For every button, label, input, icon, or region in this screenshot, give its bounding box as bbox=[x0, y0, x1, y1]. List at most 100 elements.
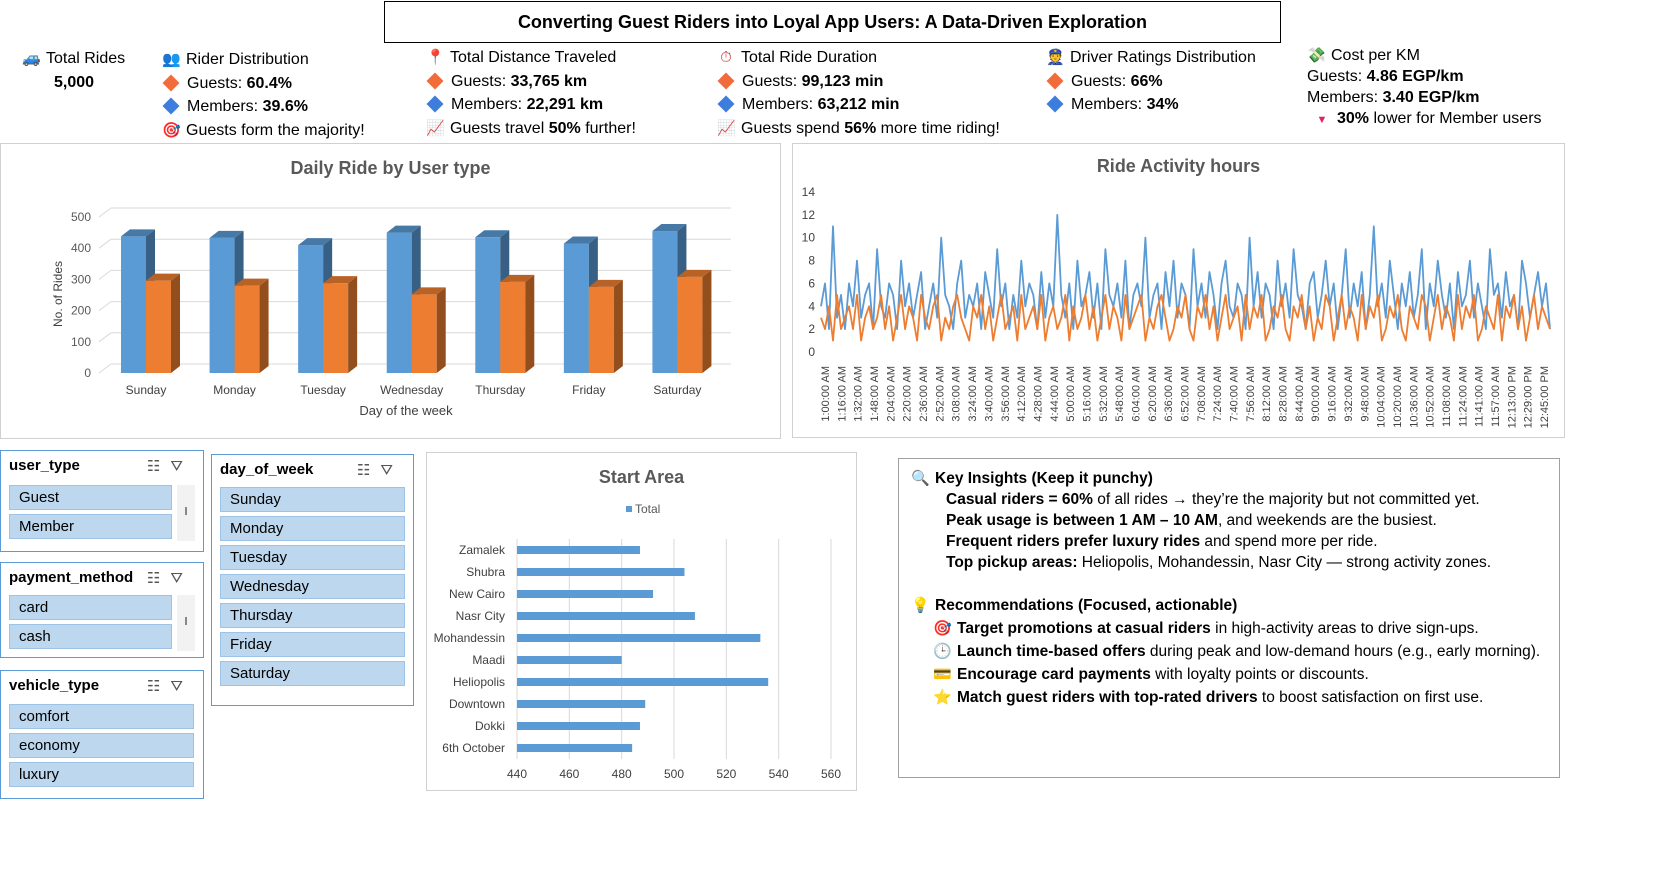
kpi-label: Total Distance Traveled bbox=[450, 49, 617, 66]
start-area-chart-svg: 440 460 480 500 520 540 560 Total Zamalek Shubra N… bbox=[434, 502, 842, 781]
hourly-chart-title: Ride Activity hours bbox=[1096, 156, 1261, 176]
clear-filter-icon[interactable]: ⛛ bbox=[380, 462, 403, 479]
x-tick-label: 9:16:00 AM bbox=[1327, 366, 1339, 422]
insight-bold: Casual riders = 60% bbox=[946, 491, 1093, 508]
clear-filter-icon[interactable]: ⛛ bbox=[170, 570, 193, 587]
x-tick-label: 10:20:00 AM bbox=[1392, 366, 1404, 428]
bar bbox=[517, 546, 640, 554]
slicer-item-member[interactable]: Member bbox=[9, 514, 172, 539]
slicer-item-economy[interactable]: economy bbox=[9, 733, 194, 758]
legend-label: Total bbox=[635, 502, 660, 516]
x-tick-label: 5:32:00 AM bbox=[1098, 366, 1110, 422]
series-line bbox=[820, 293, 1551, 342]
recommendation-item: 🎯 Target promotions at casual riders in h… bbox=[933, 619, 1479, 638]
multi-select-icon[interactable]: ☷ bbox=[356, 462, 381, 479]
x-tick-label: 6:20:00 AM bbox=[1147, 366, 1159, 422]
insight-bold: Frequent riders prefer luxury rides bbox=[946, 533, 1201, 550]
recommendation-item: 💳 Encourage card payments with loyalty po… bbox=[933, 665, 1369, 684]
slicer-item-wednesday[interactable]: Wednesday bbox=[220, 574, 405, 599]
slicer-vehicle-type: vehicle_type ☷⛛ comfort economy luxury bbox=[0, 670, 204, 799]
guest-diamond-icon bbox=[426, 72, 444, 89]
slicer-title: user_type bbox=[9, 457, 80, 474]
x-tick-label: 9:48:00 AM bbox=[1359, 366, 1371, 422]
bar bbox=[517, 656, 622, 664]
y-tick-label: 8 bbox=[808, 254, 815, 268]
bar-top bbox=[234, 278, 269, 286]
pin-icon: 📍 bbox=[426, 49, 445, 66]
insight-text: of all rides → they’re the majority but … bbox=[1092, 491, 1480, 508]
bar-front bbox=[652, 231, 678, 373]
x-tick-label: 2:20:00 AM bbox=[902, 366, 914, 422]
bar-top bbox=[121, 229, 155, 237]
x-tick-label: 8:28:00 AM bbox=[1278, 366, 1290, 422]
kpi-label: Total Ride Duration bbox=[741, 49, 878, 66]
slicer-payment-method: payment_method ☷⛛ card cash bbox=[0, 562, 204, 658]
x-tick-label: 11:08:00 AM bbox=[1441, 366, 1453, 427]
y-tick-label: 4 bbox=[808, 299, 815, 313]
insight-text: , and weekends are the busiest. bbox=[1217, 512, 1437, 529]
y-tick-label: 6 bbox=[808, 276, 815, 290]
x-tick-label: 9:00:00 AM bbox=[1310, 366, 1322, 422]
kpi-note-post: lower for Member users bbox=[1373, 110, 1542, 127]
bar-front bbox=[386, 232, 412, 373]
multi-select-icon[interactable]: ☷ bbox=[146, 458, 171, 475]
slicer-item-comfort[interactable]: comfort bbox=[9, 704, 194, 729]
slicer-item-monday[interactable]: Monday bbox=[220, 516, 405, 541]
y-tick-label: Dokki bbox=[475, 719, 505, 733]
x-tick-label: 11:24:00 AM bbox=[1457, 366, 1469, 427]
slicer-scrollbar[interactable] bbox=[177, 485, 195, 541]
x-tick-label: 12:29:00 PM bbox=[1523, 366, 1535, 428]
guests-label: Guests: bbox=[1071, 72, 1127, 90]
y-tick-label: Downtown bbox=[449, 697, 505, 711]
x-tick-label: 2:04:00 AM bbox=[885, 366, 897, 422]
members-value: 39.6% bbox=[262, 98, 308, 115]
slicer-scrollbar[interactable] bbox=[177, 595, 195, 651]
x-tick-label: Wednesday bbox=[380, 383, 443, 397]
kpi-note-bold: 50% bbox=[548, 119, 581, 137]
slicer-item-friday[interactable]: Friday bbox=[220, 632, 405, 657]
target-icon: 🎯 bbox=[162, 121, 181, 139]
slicer-item-sunday[interactable]: Sunday bbox=[220, 487, 405, 512]
insight-bold: Peak usage is between 1 AM – 10 AM bbox=[946, 512, 1218, 529]
slicer-item-cash[interactable]: cash bbox=[9, 624, 172, 649]
gridline-depth bbox=[98, 332, 112, 343]
slicer-item-thursday[interactable]: Thursday bbox=[220, 603, 405, 628]
clear-filter-icon[interactable]: ⛛ bbox=[170, 678, 193, 695]
x-tick-label: 11:57:00 AM bbox=[1490, 366, 1502, 427]
recommendation-text: during peak and low-demand hours (e.g., … bbox=[1145, 643, 1541, 660]
multi-select-icon[interactable]: ☷ bbox=[146, 678, 171, 695]
y-tick-label: 0 bbox=[84, 366, 91, 380]
page-title-text: Converting Guest Riders into Loyal App U… bbox=[517, 11, 1148, 32]
x-tick-label: 3:24:00 AM bbox=[967, 366, 979, 422]
guests-value: 60.4% bbox=[246, 74, 292, 92]
slicer-item-luxury[interactable]: luxury bbox=[9, 762, 194, 787]
bar-side bbox=[525, 274, 535, 373]
bar-front bbox=[475, 237, 501, 373]
members-value: 3.40 EGP/km bbox=[1382, 89, 1480, 106]
members-label: Members: bbox=[1071, 96, 1143, 113]
x-tick-label: 4:44:00 AM bbox=[1049, 366, 1061, 422]
slicer-title: day_of_week bbox=[220, 461, 314, 478]
x-tick-label: 3:40:00 AM bbox=[983, 366, 995, 422]
x-tick-label: 440 bbox=[507, 767, 527, 781]
daily-chart-title: Daily Ride by User type bbox=[290, 158, 491, 178]
slicer-item-card[interactable]: card bbox=[9, 595, 172, 620]
multi-select-icon[interactable]: ☷ bbox=[146, 570, 171, 587]
x-tick-label: Saturday bbox=[653, 383, 701, 397]
x-tick-label: 9:32:00 AM bbox=[1343, 366, 1355, 422]
slicer-day-of-week: day_of_week ☷⛛ Sunday Monday Tuesday Wednes… bbox=[211, 454, 414, 706]
kpi-note-bold: 30% bbox=[1337, 110, 1370, 127]
kpi-rider-distribution: 👥 Rider Distribution Guests: 60.4% Member… bbox=[162, 48, 365, 142]
slicer-item-guest[interactable]: Guest bbox=[9, 485, 172, 510]
kpi-cost-per-km: 💸 Cost per KM Guests: 4.86 EGP/km Members… bbox=[1307, 45, 1542, 131]
x-tick-label: 5:00:00 AM bbox=[1065, 366, 1077, 422]
recommendation-bold: Launch time-based offers bbox=[957, 643, 1146, 660]
slicer-item-saturday[interactable]: Saturday bbox=[220, 661, 405, 686]
kpi-label: Cost per KM bbox=[1331, 47, 1420, 64]
x-tick-label: 2:36:00 AM bbox=[918, 366, 930, 422]
slicer-item-tuesday[interactable]: Tuesday bbox=[220, 545, 405, 570]
clear-filter-icon[interactable]: ⛛ bbox=[170, 458, 193, 475]
y-tick-label: Nasr City bbox=[456, 609, 505, 623]
recommendation-bold: Target promotions at casual riders bbox=[957, 620, 1211, 637]
card-icon: 💳 bbox=[933, 666, 952, 683]
